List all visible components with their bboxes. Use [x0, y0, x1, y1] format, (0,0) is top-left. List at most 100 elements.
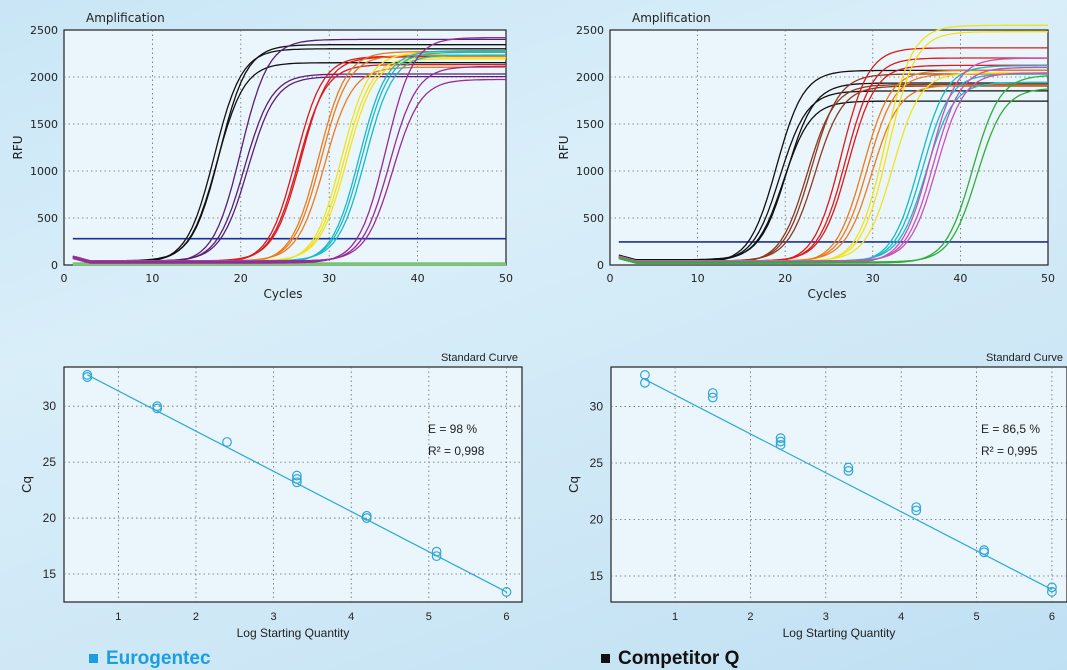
standard-curve-chart: 1 2 3 4 5 6 15 20 25 30 Standard Curve Log Starting…	[19, 352, 523, 640]
x-tick-label: 40	[953, 272, 967, 285]
x-tick-label: 30	[866, 272, 880, 285]
x-tick-label: 0	[607, 272, 614, 285]
y-tick-label: 2500	[30, 24, 58, 37]
x-tick-label: 0	[61, 272, 68, 285]
y-tick-label: 500	[583, 212, 604, 225]
plot-area	[610, 366, 1067, 603]
x-axis-label: Log Starting Quantity	[237, 626, 350, 640]
y-tick-label: 2500	[576, 24, 604, 37]
x-tick-label: 40	[411, 272, 425, 285]
chart-title: Standard Curve	[441, 352, 518, 364]
data-point	[640, 377, 650, 388]
efficiency-annotation: E = 86,5 %	[981, 422, 1040, 436]
data-point	[979, 545, 989, 555]
data-point	[1047, 586, 1057, 597]
amplification-chart: 0 10 20 30 40 5005001000150020002500Amplifica…	[557, 11, 1055, 301]
x-tick-label: 5	[426, 611, 432, 623]
data-point	[707, 392, 718, 403]
caption-label: Competitor Q	[618, 648, 740, 669]
y-tick-label: 15	[590, 569, 604, 583]
data-point	[152, 401, 163, 412]
y-tick-label: 2000	[576, 71, 604, 84]
amplification-curve	[618, 75, 1049, 264]
y-tick-label: 1000	[576, 165, 604, 178]
amplification-curve	[618, 88, 1049, 263]
data-point	[911, 502, 922, 512]
data-point	[431, 551, 442, 562]
x-tick-label: 10	[691, 272, 705, 285]
efficiency-annotation: E = 98 %	[428, 422, 477, 436]
y-tick-label: 2000	[30, 71, 58, 84]
amplification-chart: 0 10 20 30 40 5005001000150020002500Amplifica…	[11, 11, 513, 301]
data-point	[291, 477, 302, 488]
y-tick-label: 1500	[30, 118, 58, 131]
r-squared-annotation: R² = 0,995	[981, 444, 1038, 458]
y-tick-label: 30	[43, 399, 57, 413]
x-tick-label: 30	[322, 272, 336, 285]
y-tick-label: 0	[51, 259, 58, 272]
x-tick-label: 20	[778, 272, 792, 285]
data-point	[775, 436, 786, 447]
data-point	[1047, 582, 1057, 593]
y-axis-label: RFU	[11, 135, 25, 159]
y-axis-label: RFU	[557, 135, 571, 159]
x-tick-label: 4	[898, 611, 904, 623]
data-point	[361, 510, 372, 521]
y-tick-label: 1500	[576, 118, 604, 131]
data-point	[843, 466, 854, 476]
standard-curve-chart: 1 2 3 4 5 6 15 20 25 30 Standard Curve Log Starting…	[566, 352, 1067, 640]
data-point	[640, 370, 650, 380]
x-tick-label: 6	[1049, 611, 1055, 623]
data-point	[291, 470, 302, 481]
data-point	[501, 587, 512, 597]
r-squared-annotation: R² = 0,998	[428, 444, 485, 458]
data-point	[82, 369, 93, 380]
y-tick-label: 25	[43, 455, 57, 469]
x-axis-label: Cycles	[263, 287, 302, 301]
x-tick-label: 10	[145, 272, 159, 285]
data-point	[222, 437, 232, 447]
x-tick-label: 3	[271, 611, 277, 623]
y-tick-label: 0	[597, 259, 604, 272]
caption-label: Eurogentec	[106, 648, 211, 669]
chart-title: Amplification	[86, 11, 165, 25]
x-tick-label: 2	[747, 611, 753, 623]
x-axis-label: Cycles	[807, 287, 846, 301]
amplification-curve	[72, 36, 506, 264]
x-axis-label: Log Starting Quantity	[783, 626, 896, 640]
caption-competitor-q: Competitor Q	[601, 648, 739, 670]
data-point	[431, 546, 442, 557]
x-tick-label: 6	[503, 611, 509, 623]
amplification-curve	[618, 72, 1048, 262]
data-point	[775, 433, 786, 444]
x-tick-label: 4	[348, 611, 354, 623]
caption-bullet-icon	[601, 654, 610, 664]
x-tick-label: 2	[193, 611, 199, 623]
y-tick-label: 500	[37, 212, 58, 225]
y-tick-label: 20	[590, 513, 604, 527]
y-axis-label: Cq	[19, 476, 34, 493]
data-point	[707, 388, 718, 398]
x-tick-label: 20	[234, 272, 248, 285]
x-tick-label: 1	[115, 611, 121, 623]
y-tick-label: 1000	[30, 165, 58, 178]
y-tick-label: 30	[590, 400, 604, 414]
caption-eurogentec: Eurogentec	[89, 648, 211, 670]
amplification-curve	[72, 78, 506, 262]
plot-area	[63, 29, 507, 266]
y-tick-label: 25	[590, 456, 604, 470]
y-axis-label: Cq	[566, 476, 581, 493]
data-point	[775, 440, 786, 450]
y-tick-label: 15	[43, 567, 57, 581]
x-tick-label: 5	[973, 611, 979, 623]
data-point	[843, 462, 854, 473]
y-tick-label: 20	[43, 511, 57, 525]
data-point	[911, 505, 922, 516]
x-tick-label: 50	[499, 272, 513, 285]
caption-bullet-icon	[89, 654, 98, 664]
x-tick-label: 3	[823, 611, 829, 623]
x-tick-label: 1	[672, 611, 678, 623]
chart-title: Amplification	[632, 11, 711, 25]
x-tick-label: 50	[1041, 272, 1055, 285]
